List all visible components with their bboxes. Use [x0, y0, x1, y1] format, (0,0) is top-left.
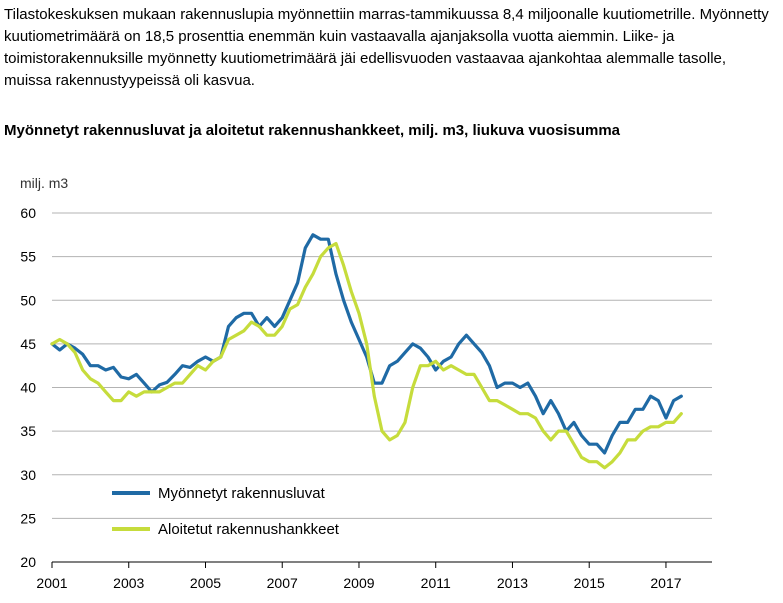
y-tick-label: 45 — [20, 336, 36, 352]
series-line-1 — [50, 233, 683, 455]
y-axis-ticks: 20 25 30 35 40 45 50 55 60 — [20, 205, 36, 570]
chart-heading: Myönnetyt rakennusluvat ja aloitetut rak… — [4, 122, 621, 139]
x-tick-label: 2011 — [421, 575, 451, 591]
x-tick-label: 2015 — [574, 575, 605, 591]
x-axis-ticks: 2001 2003 2005 2007 2009 2011 2013 2015 2017 — [36, 562, 682, 591]
legend-label-2: Aloitetut rakennushankkeet — [158, 521, 340, 538]
y-tick-label: 25 — [20, 510, 36, 526]
x-tick-label: 2009 — [343, 575, 374, 591]
gridlines — [52, 212, 712, 563]
line-chart: milj. m3 20 25 30 35 40 45 50 55 60 2001 2003 2005… — [20, 175, 712, 591]
x-tick-label: 2013 — [497, 575, 528, 591]
x-tick-label: 2017 — [650, 575, 681, 591]
y-tick-label: 50 — [20, 292, 36, 308]
y-tick-label: 40 — [20, 380, 36, 396]
x-tick-label: 2001 — [36, 575, 67, 591]
x-tick-label: 2007 — [267, 575, 298, 591]
x-tick-label: 2003 — [113, 575, 144, 591]
legend-label-1: Myönnetyt rakennusluvat — [158, 485, 326, 502]
y-tick-label: 30 — [20, 467, 36, 483]
legend: Myönnetyt rakennusluvat Aloitetut rakennu… — [112, 485, 340, 538]
y-tick-label: 35 — [20, 423, 36, 439]
series-line-2 — [50, 241, 683, 470]
y-tick-label: 20 — [20, 554, 36, 570]
series-lines — [50, 233, 683, 470]
intro-paragraph: Tilastokeskuksen mukaan rakennuslupia my… — [4, 6, 769, 89]
y-axis-unit-label: milj. m3 — [20, 175, 68, 191]
x-tick-label: 2005 — [190, 575, 221, 591]
y-tick-label: 55 — [20, 249, 36, 265]
y-tick-label: 60 — [20, 205, 36, 221]
